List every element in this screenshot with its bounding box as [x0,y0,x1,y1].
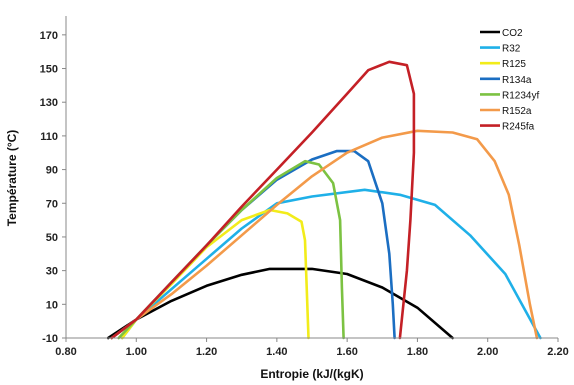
x-tick-label: 1.80 [407,346,428,358]
y-tick-label: 170 [40,30,58,42]
legend-label-r32: R32 [502,44,521,55]
y-tick-label: -10 [42,333,58,345]
series-line-r32 [120,188,542,340]
legend: CO2 R32 R125 R134a R1234yf R152a R245fa [480,28,539,133]
legend-label-r134a: R134a [502,75,532,86]
legend-label-co2: CO2 [502,28,523,39]
legend-label-r125: R125 [502,59,526,70]
y-tick-label: 150 [40,64,58,76]
y-axis-ticks: -10 10 30 50 70 90 110 130 150 170 [40,30,66,345]
y-tick-label: 130 [40,97,58,109]
legend-label-r152a: R152a [502,106,532,117]
y-tick-label: 110 [40,131,58,143]
plot-area [106,60,542,340]
x-tick-label: 1.40 [266,346,287,358]
x-axis-ticks: 0.80 1.00 1.20 1.40 1.60 1.80 2.00 2.20 [55,338,569,358]
y-axis-label: Température (°C) [5,130,19,227]
series-line-r245fa [110,60,416,340]
legend-label-r1234yf: R1234yf [502,90,539,101]
legend-label-r245fa: R245fa [502,122,535,133]
y-tick-label: 10 [46,299,58,311]
y-tick-label: 30 [46,266,58,278]
y-tick-label: 50 [46,232,58,244]
x-tick-label: 2.00 [477,346,498,358]
series-line-r152a [110,129,539,340]
y-tick-label: 90 [46,165,58,177]
series-line-co2 [106,267,454,340]
y-tick-label: 70 [46,198,58,210]
x-tick-label: 2.20 [547,346,568,358]
series-line-r125 [120,208,310,340]
x-tick-label: 1.20 [196,346,217,358]
x-tick-label: 0.80 [55,346,76,358]
x-tick-label: 1.60 [336,346,357,358]
axes [65,16,558,339]
x-axis-label: Entropie (kJ/(kgK) [260,367,363,381]
x-tick-label: 1.00 [126,346,147,358]
